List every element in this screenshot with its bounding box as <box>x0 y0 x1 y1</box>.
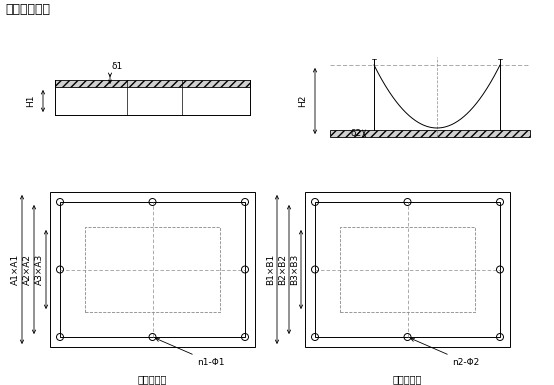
Text: B3×B3: B3×B3 <box>290 254 299 285</box>
Text: A1×A1: A1×A1 <box>11 254 20 285</box>
Text: A3×A3: A3×A3 <box>35 254 44 285</box>
Bar <box>50 192 255 347</box>
Bar <box>55 80 250 87</box>
Bar <box>305 192 510 347</box>
Text: n1-Φ1: n1-Φ1 <box>156 338 225 367</box>
Text: δ1: δ1 <box>112 62 123 71</box>
Text: （出料口）: （出料口） <box>393 374 422 384</box>
Bar <box>60 202 245 337</box>
Text: H2: H2 <box>298 95 307 107</box>
Text: B2×B2: B2×B2 <box>278 254 287 285</box>
Text: （进料口）: （进料口） <box>138 374 167 384</box>
Bar <box>315 202 500 337</box>
Text: 进出料口尺寸: 进出料口尺寸 <box>5 3 50 16</box>
Bar <box>330 130 530 137</box>
Text: B1×B1: B1×B1 <box>266 254 275 285</box>
Text: δ2: δ2 <box>351 129 362 138</box>
Text: A2×A2: A2×A2 <box>23 254 32 285</box>
Bar <box>340 227 475 312</box>
Bar <box>85 227 220 312</box>
Text: n2-Φ2: n2-Φ2 <box>411 338 480 367</box>
Text: H1: H1 <box>26 95 35 107</box>
